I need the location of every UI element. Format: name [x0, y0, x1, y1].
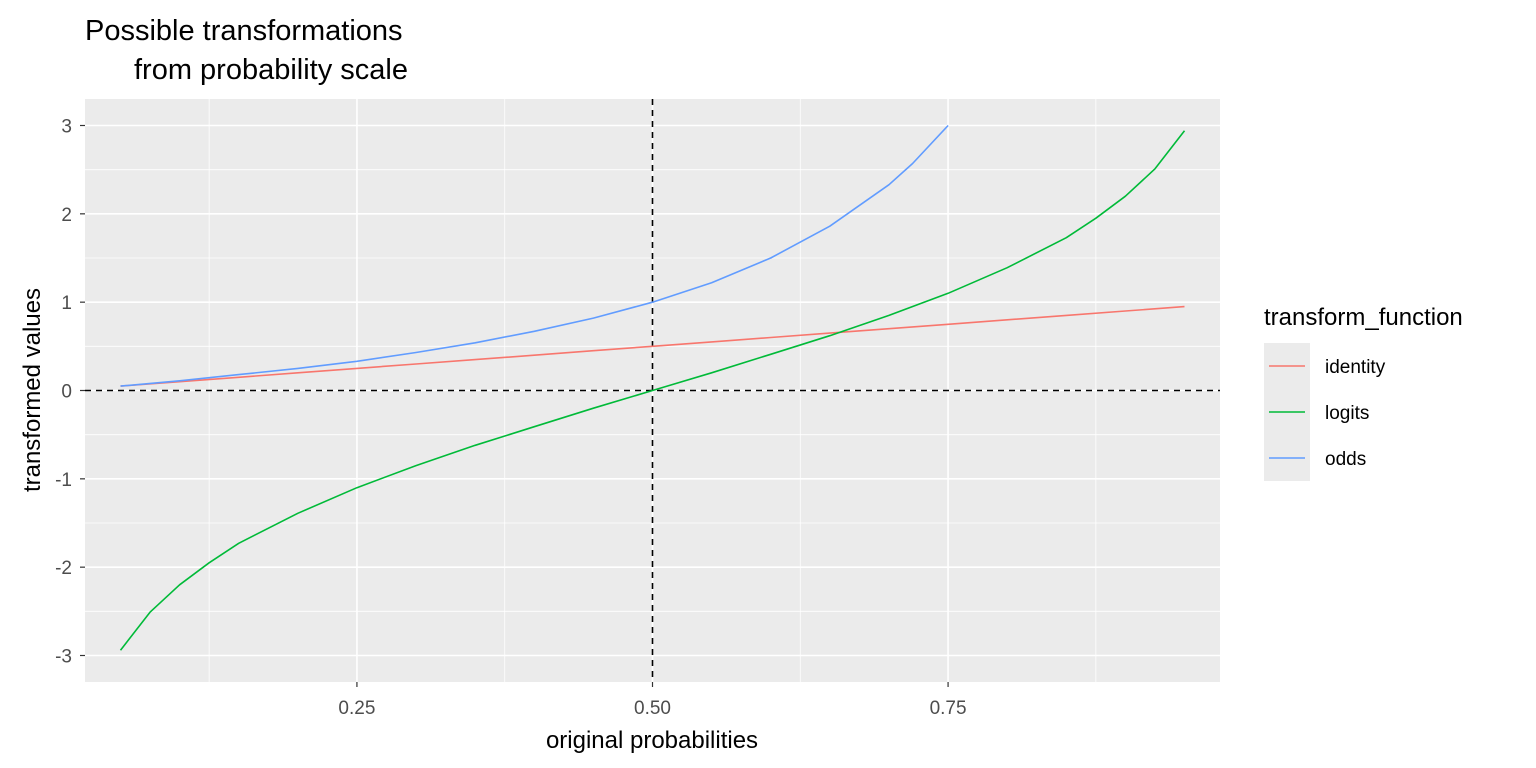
series-lines [119, 124, 1186, 651]
legend-label-identity: identity [1325, 357, 1386, 378]
x-axis-title: original probabilities [546, 727, 758, 754]
x-axis: 0.25 0.50 0.75 [338, 682, 967, 719]
series-line-odds [120, 124, 949, 387]
y-tick-label: 0 [61, 382, 72, 403]
y-axis-title: transformed values [19, 288, 46, 492]
x-tick-label: 0.25 [338, 698, 375, 719]
y-tick-label: 2 [61, 205, 72, 226]
chart-title-line-2: from probability scale [134, 54, 408, 86]
y-tick-label: -3 [55, 647, 72, 668]
legend: transform_function identity logits odds [1264, 304, 1463, 481]
y-tick-label: -1 [55, 470, 72, 491]
series-line-logits [119, 130, 1186, 651]
y-tick-label: 1 [61, 293, 72, 314]
chart-title-line-1: Possible transformations [85, 15, 403, 47]
series-line-identity [120, 305, 1185, 387]
x-tick-label: 0.50 [634, 698, 671, 719]
x-tick-label: 0.75 [930, 698, 967, 719]
legend-label-logits: logits [1325, 403, 1369, 424]
legend-title: transform_function [1264, 304, 1463, 331]
legend-label-odds: odds [1325, 449, 1366, 470]
y-axis: -3 -2 -1 0 1 2 3 [55, 117, 85, 668]
y-tick-label: -2 [55, 558, 72, 579]
y-tick-label: 3 [61, 117, 72, 138]
